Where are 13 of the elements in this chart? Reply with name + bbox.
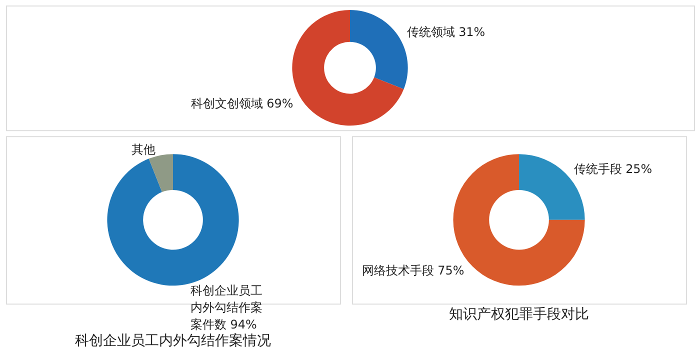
donut-slice [350, 10, 408, 90]
slice-label: 科创文创领域 69% [190, 96, 294, 111]
slice-label: 传统领域 31% [406, 24, 486, 39]
slice-label: 网络技术手段 75% [362, 264, 464, 278]
slice-label: 科创企业员工内外勾结作案案件数 94% [190, 283, 262, 332]
donut-slice [148, 154, 174, 192]
donut-slice [519, 154, 585, 220]
text: 知识产权犯罪手段对比 [449, 306, 590, 323]
donut-slice [107, 154, 239, 286]
text: 科创企业员工内外勾结作案情况 [75, 332, 272, 350]
slice-label: 其他 [132, 142, 156, 156]
donut-slice [292, 10, 404, 126]
slice-label: 传统手段 25% [574, 162, 652, 176]
